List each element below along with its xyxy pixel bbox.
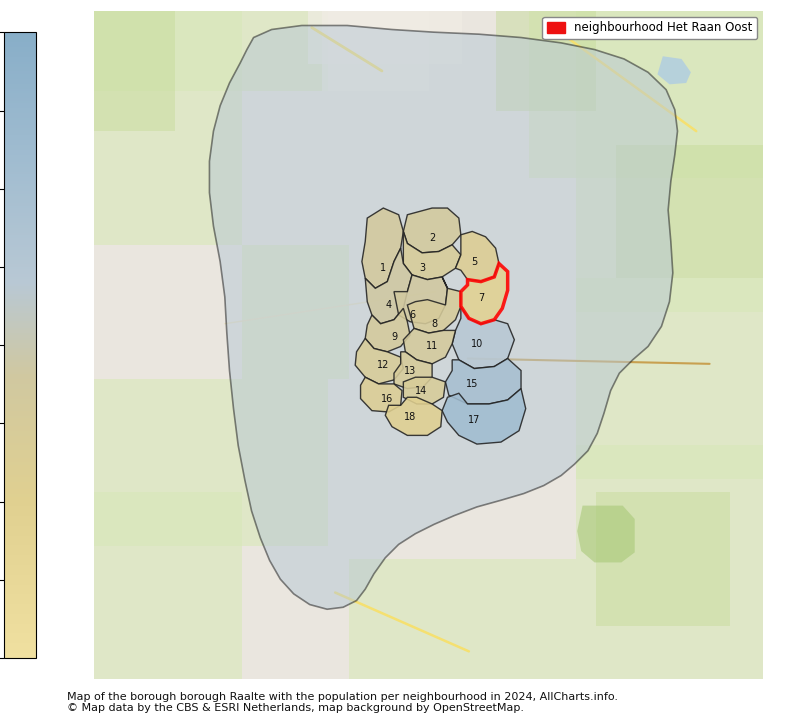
Polygon shape [360, 377, 402, 412]
Text: 14: 14 [414, 385, 427, 395]
Text: 8: 8 [431, 319, 437, 329]
Bar [228, 379, 329, 546]
Bar [94, 11, 241, 244]
Text: 11: 11 [426, 342, 438, 352]
Text: 10: 10 [471, 339, 483, 349]
Legend: neighbourhood Het Raan Oost: neighbourhood Het Raan Oost [542, 17, 757, 39]
Polygon shape [210, 25, 677, 609]
Text: 13: 13 [404, 365, 416, 375]
Polygon shape [394, 352, 432, 388]
Bar [576, 446, 763, 679]
Text: 1: 1 [380, 263, 387, 273]
Text: 4: 4 [386, 300, 391, 310]
Text: 9: 9 [391, 332, 397, 342]
Text: 17: 17 [468, 415, 480, 425]
Polygon shape [442, 388, 526, 444]
Text: © Map data by the CBS & ESRI Netherlands, map background by OpenStreetMap.: © Map data by the CBS & ESRI Netherlands… [67, 703, 525, 713]
Text: 7: 7 [478, 293, 484, 303]
Bar [94, 11, 175, 131]
Polygon shape [385, 398, 442, 436]
Bar [349, 559, 576, 679]
Bar [94, 493, 241, 679]
Polygon shape [445, 359, 521, 404]
Text: 12: 12 [377, 360, 390, 370]
Polygon shape [657, 56, 691, 84]
Text: 16: 16 [381, 393, 394, 403]
Bar [576, 11, 763, 312]
Bar [308, 11, 462, 64]
Polygon shape [403, 208, 461, 253]
Bar [529, 11, 763, 178]
Polygon shape [403, 329, 456, 364]
Bar [576, 278, 763, 479]
Text: Map of the borough borough Raalte with the population per neighbourhood in 2024,: Map of the borough borough Raalte with t… [67, 692, 619, 702]
Polygon shape [577, 505, 634, 562]
Text: 3: 3 [419, 263, 425, 273]
Bar [94, 11, 329, 91]
Bar [241, 244, 349, 378]
Text: 18: 18 [404, 412, 416, 422]
Text: 5: 5 [471, 257, 477, 267]
Polygon shape [394, 275, 448, 324]
Polygon shape [407, 277, 461, 333]
Polygon shape [365, 308, 410, 352]
Polygon shape [456, 232, 499, 282]
Polygon shape [362, 208, 403, 288]
Text: 15: 15 [466, 379, 479, 389]
Polygon shape [461, 264, 507, 324]
Bar [322, 11, 429, 91]
Polygon shape [403, 377, 445, 404]
Bar [596, 493, 730, 626]
Text: 6: 6 [409, 310, 415, 320]
Polygon shape [355, 339, 403, 384]
Bar [616, 145, 763, 278]
Text: 2: 2 [429, 233, 435, 243]
Polygon shape [365, 248, 412, 324]
Polygon shape [403, 232, 461, 280]
Bar [495, 11, 596, 111]
Bar [94, 379, 228, 546]
Polygon shape [452, 306, 515, 369]
